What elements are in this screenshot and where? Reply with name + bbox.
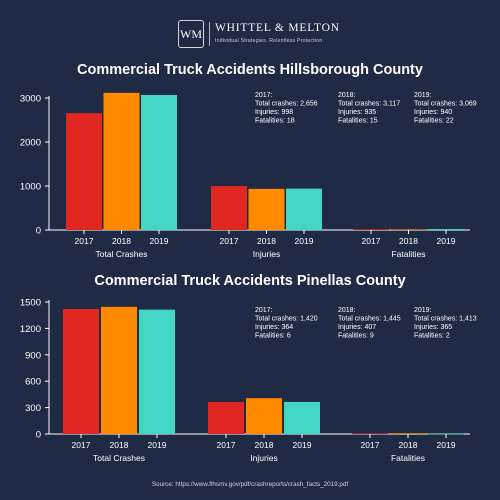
x-tick-label: 2018	[112, 236, 131, 246]
y-tick-label: 900	[25, 350, 41, 361]
bar	[390, 229, 427, 230]
annotation-year: 2018:	[338, 307, 356, 314]
x-tick-label: 2018	[110, 440, 129, 450]
bar	[103, 92, 140, 231]
annotation-year: 2019:	[414, 307, 432, 314]
annotation-line: Injuries: 364	[255, 324, 293, 331]
logo-divider	[209, 22, 210, 46]
annotation-line: Injuries: 935	[338, 109, 376, 116]
annotation-line: Injuries: 407	[338, 324, 376, 331]
bar	[353, 229, 389, 230]
annotation-line: Fatalities: 22	[414, 118, 454, 125]
group-label: Injuries	[253, 249, 280, 259]
annotation-year: 2017:	[255, 307, 273, 314]
y-tick-label: 300	[25, 403, 41, 414]
annotation-line: Fatalities: 2	[414, 333, 450, 340]
bar	[101, 306, 137, 434]
chart-title-hillsborough: Commercial Truck Accidents Hillsborough …	[77, 62, 423, 78]
bar	[139, 309, 175, 434]
brand-logo: WM WHITTEL & MELTON Individual Strategie…	[178, 20, 339, 50]
group-label: Fatalities	[391, 249, 425, 259]
x-tick-label: 2019	[293, 440, 312, 450]
annotation-line: Total crashes: 1,413	[414, 316, 477, 323]
x-tick-label: 2017	[72, 440, 91, 450]
group-label: Total Crashes	[93, 453, 145, 463]
x-tick-label: 2019	[437, 236, 456, 246]
x-tick-label: 2019	[150, 236, 169, 246]
bar	[211, 186, 247, 230]
group-label: Injuries	[250, 453, 277, 463]
y-tick-label: 1500	[20, 298, 41, 309]
annotation-line: Total crashes: 3,069	[414, 101, 477, 108]
bar	[352, 433, 388, 435]
source-note: Source: https://www.flhsmv.gov/pdf/crash…	[151, 481, 349, 488]
bar	[390, 433, 426, 434]
y-tick-label: 1200	[20, 324, 41, 335]
chart-title-pinellas: Commercial Truck Accidents Pinellas Coun…	[94, 273, 406, 289]
bar	[141, 94, 177, 231]
bar	[208, 401, 244, 434]
y-tick-label: 0	[36, 430, 41, 441]
annotation-line: Injuries: 365	[414, 324, 452, 331]
bar	[63, 309, 99, 434]
bar	[246, 398, 282, 434]
x-tick-label: 2017	[220, 236, 239, 246]
annotation-line: Total crashes: 1,420	[255, 316, 318, 323]
x-tick-label: 2018	[257, 236, 276, 246]
bar	[284, 401, 320, 434]
y-tick-label: 3000	[20, 94, 41, 105]
y-tick-label: 1000	[20, 182, 41, 193]
bar	[248, 188, 285, 230]
annotation-year: 2018:	[338, 92, 356, 99]
monogram-icon: WM	[178, 20, 204, 48]
bar	[286, 188, 322, 230]
brand-name: WHITTEL & MELTON	[215, 22, 340, 34]
x-tick-label: 2017	[217, 440, 236, 450]
annotation-line: Fatalities: 15	[338, 118, 378, 125]
group-label: Fatalities	[391, 453, 425, 463]
x-tick-label: 2017	[361, 440, 380, 450]
y-tick-label: 600	[25, 377, 41, 388]
x-tick-label: 2018	[399, 440, 418, 450]
x-tick-label: 2019	[437, 440, 456, 450]
annotation-line: Fatalities: 18	[255, 118, 295, 125]
annotation-year: 2019:	[414, 92, 432, 99]
annotation-line: Total crashes: 2,656	[255, 101, 318, 108]
annotation-line: Injuries: 998	[255, 109, 293, 116]
x-tick-label: 2019	[295, 236, 314, 246]
annotation-line: Fatalities: 9	[338, 333, 374, 340]
bar	[428, 229, 464, 230]
x-tick-label: 2019	[148, 440, 167, 450]
annotation-year: 2017:	[255, 92, 273, 99]
x-tick-label: 2017	[75, 236, 94, 246]
annotation-line: Total crashes: 3,117	[338, 101, 400, 108]
annotation-line: Fatalities: 6	[255, 333, 291, 340]
y-tick-label: 2000	[20, 138, 41, 149]
group-label: Total Crashes	[96, 249, 148, 259]
annotation-line: Injuries: 940	[414, 109, 452, 116]
bar	[66, 113, 102, 230]
brand-tagline: Individual Strategies. Relentless Protec…	[215, 38, 325, 44]
x-tick-label: 2017	[362, 236, 381, 246]
x-tick-label: 2018	[255, 440, 274, 450]
x-tick-label: 2018	[399, 236, 418, 246]
y-tick-label: 0	[36, 226, 41, 237]
annotation-line: Total crashes: 1,445	[338, 316, 401, 323]
